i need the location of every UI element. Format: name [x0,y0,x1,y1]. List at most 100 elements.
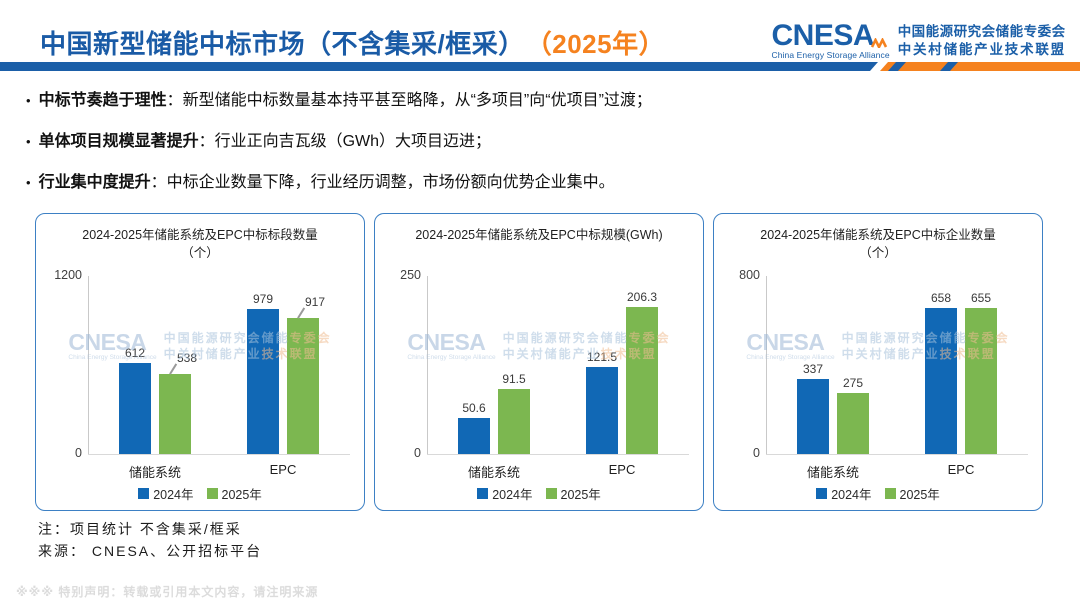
legend-label: 2024年 [492,488,533,502]
page-title: 中国新型储能中标市场（不含集采/框采） （2025年） [40,24,665,61]
bar-value-label: 612 [124,346,146,360]
legend-item-2025年: 2025年 [884,484,940,503]
y-axis-line [766,276,767,454]
y-axis-line [427,276,428,454]
bar-2024年-EPC [586,367,618,454]
bar-2025年-EPC [965,308,997,454]
cnesa-logo-wordmark: CNESA China Energy Storage Alliance [771,19,890,60]
chart-title: 2024-2025年储能系统及EPC中标规模(GWh) [415,228,663,242]
legend-swatch-icon [206,488,218,499]
cnesa-logo-name: CNESA [771,19,874,52]
bullet-1-lead: 中标节奏趋于理性 [38,92,167,109]
bar-2024年-储能系统 [119,363,151,454]
footnote-source: 来源： CNESA、公开招标平台 [38,542,263,559]
bar-value-label: 979 [252,292,274,306]
x-axis-category-label: EPC [947,462,975,477]
bar-2024年-储能系统 [797,379,829,454]
watermark-brand-subtitle: China Energy Storage Alliance [407,353,496,361]
cnesa-org-names: 中国能源研究会储能专委会 中关村储能产业技术联盟 [898,23,1066,58]
bar-value-label: 275 [842,376,864,390]
bar-value-label: 917 [304,295,326,309]
legend-swatch-icon [545,488,557,499]
y-axis-zero-label: 0 [414,446,421,460]
x-axis-category-label: 储能系统 [806,465,859,480]
charts-row: 2024-2025年储能系统及EPC中标标段数量（个） 1200 0 612 538 储能… [35,213,1043,511]
legend-item-2025年: 2025年 [545,484,601,503]
y-axis-max-label: 800 [739,268,760,282]
chart-legend: 2024年 2025年 [375,484,703,503]
x-axis-line [88,454,350,455]
legend-label: 2025年 [560,488,601,502]
bar-value-label: 121.5 [586,350,618,364]
y-axis-max-label: 250 [400,268,421,282]
cnesa-zigzag-icon [871,38,888,48]
bar-2024年-EPC [925,308,957,454]
bar-2025年-储能系统 [159,374,191,454]
bar-value-label: 206.3 [626,290,658,304]
key-points: • 中标节奏趋于理性：新型储能中标数量基本持平甚至略降，从“多项目”向“优项目”… [26,86,1056,209]
chart-title: 2024-2025年储能系统及EPC中标企业数量（个） [760,228,996,260]
chart-card-bid-sections: 2024-2025年储能系统及EPC中标标段数量（个） 1200 0 612 538 储能… [35,213,365,511]
chart-card-bid-scale: 2024-2025年储能系统及EPC中标规模(GWh) 250 0 50.6 91.5 储… [374,213,704,511]
bullet-2-text: ：行业正向吉瓦级（GWh）大项目迈进； [198,133,492,150]
cnesa-logo: CNESA China Energy Storage Alliance 中国能源… [771,19,1066,60]
watermark-brand-name: CNESA [407,328,486,355]
legend-label: 2024年 [831,488,872,502]
bullet-1-text: ：新型储能中标数量基本持平甚至略降，从“多项目”向“优项目”过渡； [166,92,652,109]
legend-swatch-icon [816,488,828,499]
y-axis-max-label: 1200 [54,268,82,282]
chart-legend: 2024年 2025年 [36,484,364,503]
watermark-brand-name: CNESA [746,328,825,355]
y-axis-zero-label: 0 [75,446,82,460]
watermark-brand: CNESA China Energy Storage Alliance [746,328,835,362]
legend-item-2024年: 2024年 [477,484,533,503]
cnesa-org-line1: 中国能源研究会储能专委会 [897,24,1066,40]
bar-value-label: 337 [802,362,824,376]
bar-value-label: 658 [930,291,952,305]
legend-item-2024年: 2024年 [138,484,194,503]
bullet-dot: • [26,93,31,108]
bar-2025年-EPC [626,307,658,454]
legend-swatch-icon [884,488,896,499]
legend-swatch-icon [477,488,489,499]
footnote-statistics: 注：项目统计 不含集采/框采 [38,521,242,537]
x-axis-line [766,454,1028,455]
page-title-text: 中国新型储能中标市场（不含集采/框采） [40,29,525,59]
bar-2025年-储能系统 [498,389,530,454]
watermark-brand: CNESA China Energy Storage Alliance [407,328,496,362]
x-axis-category-label: EPC [269,462,297,477]
watermark-brand-subtitle: China Energy Storage Alliance [746,353,835,361]
x-axis-line [427,454,689,455]
bullet-2-lead: 单体项目规模显著提升 [38,133,199,150]
bullet-dot: • [26,134,31,149]
legend-swatch-icon [138,488,150,499]
label-leader-line [297,307,305,319]
y-axis-zero-label: 0 [753,446,760,460]
bar-value-label: 50.6 [462,401,486,415]
chart-legend: 2024年 2025年 [714,484,1042,503]
cnesa-org-line2: 中关村储能产业技术联盟 [897,41,1066,57]
bullet-1: • 中标节奏趋于理性：新型储能中标数量基本持平甚至略降，从“多项目”向“优项目”… [26,86,1056,127]
disclaimer-text: ※※※ 特别声明：转载或引用本文内容，请注明来源 [16,585,319,599]
bullet-3-lead: 行业集中度提升 [38,174,151,191]
bullet-dot: • [26,175,31,190]
x-axis-category-label: EPC [608,462,636,477]
bullet-3: • 行业集中度提升：中标企业数量下降，行业经历调整，市场份额向优势企业集中。 [26,168,1056,209]
y-axis-line [88,276,89,454]
chart-card-bid-companies: 2024-2025年储能系统及EPC中标企业数量（个） 800 0 337 275 储能系… [713,213,1043,511]
bar-value-label: 655 [970,291,992,305]
legend-label: 2024年 [153,488,194,502]
bar-2025年-储能系统 [837,393,869,454]
chart-title: 2024-2025年储能系统及EPC中标标段数量（个） [82,228,318,260]
legend-label: 2025年 [221,488,262,502]
page-title-year: （2025年） [538,29,666,59]
bar-value-label: 538 [176,351,198,365]
bullet-2: • 单体项目规模显著提升：行业正向吉瓦级（GWh）大项目迈进； [26,127,1056,168]
legend-item-2025年: 2025年 [206,484,262,503]
cnesa-logo-subtitle: China Energy Storage Alliance [771,50,890,60]
label-leader-line [169,363,177,375]
header-divider-bar [0,62,1080,71]
x-axis-category-label: 储能系统 [128,465,181,480]
bar-2024年-EPC [247,309,279,454]
bar-2025年-EPC [287,318,319,454]
